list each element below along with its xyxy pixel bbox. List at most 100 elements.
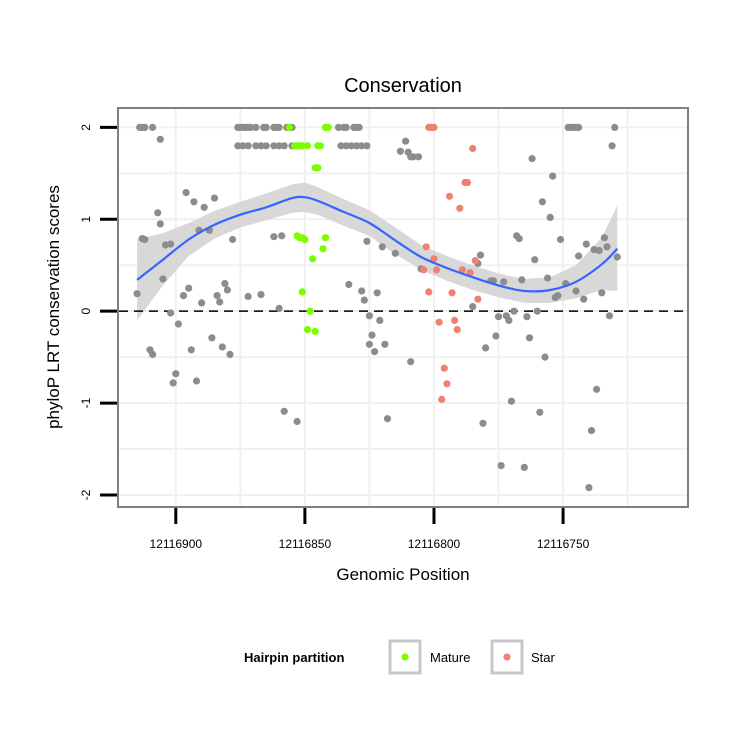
point-star [440,364,448,372]
point-other [381,340,389,348]
legend-dot-star [503,653,511,661]
point-other [544,274,552,282]
point-other [595,246,603,255]
smooth-line-layer [136,195,619,293]
point-other [208,334,216,342]
point-other [518,276,526,284]
point-star [445,192,454,200]
point-other [587,427,596,435]
point-other [337,142,345,150]
point-other [613,253,621,261]
point-other [363,237,371,245]
point-other [546,213,554,221]
point-star [425,288,433,296]
point-star [430,123,438,131]
point-other [523,313,531,321]
point-star [420,266,428,274]
point-other [531,256,539,264]
x-tick-label: 12116750 [537,537,590,551]
point-other [575,252,583,260]
point-other [280,142,288,150]
point-star [422,243,430,251]
point-other [358,287,366,295]
point-other [600,234,609,242]
point-other [549,172,557,180]
point-mature [298,142,306,150]
legend-title: Hairpin partition [244,650,344,665]
point-other [355,123,363,131]
point-other [347,142,355,150]
point-other [580,295,588,303]
point-other [167,309,175,317]
point-other [494,313,503,321]
point-mature [303,326,312,334]
point-mature [319,245,327,253]
point-other [593,385,601,393]
point-other [174,320,182,328]
legend-item-star: Star [490,639,556,675]
point-other [492,332,500,340]
point-other [611,123,619,131]
point-star [435,318,443,326]
point-other [141,235,149,244]
point-other [149,350,157,358]
chart-title: Conservation [344,75,462,97]
point-other [345,280,353,289]
point-other [244,142,252,150]
point-other [252,123,260,131]
point-other [334,123,343,131]
point-other [608,142,616,150]
point-star [443,380,451,388]
point-other [368,331,376,339]
point-other [605,312,614,320]
point-star [466,269,474,277]
point-other [167,240,175,248]
legend-label-mature: Mature [430,650,470,665]
point-other [391,249,399,257]
point-other [185,284,193,292]
point-other [402,137,410,145]
point-other [507,397,515,405]
point-other [533,307,541,315]
point-other [216,298,224,306]
point-other [234,142,242,150]
point-other [247,123,255,131]
y-axis: 2 1 0 -1 -2 [79,124,117,500]
point-star [430,255,438,263]
point-other [141,123,149,131]
point-other [275,123,283,131]
point-other [520,463,528,471]
point-other [500,278,508,286]
point-other [598,289,606,297]
point-star [469,144,477,153]
point-other [497,462,505,470]
y-tick-label: 2 [79,124,93,131]
point-other [179,292,188,300]
point-other [270,142,278,150]
x-tick-label: 12116900 [150,537,203,551]
point-star [451,316,459,324]
point-other [378,243,386,251]
data-points [133,123,621,492]
point-other [218,343,226,351]
point-other [239,142,247,150]
point-other [200,203,208,211]
point-other [515,235,523,243]
point-star [433,266,441,274]
point-other [223,286,231,294]
point-other [270,233,278,241]
point-mature [309,255,317,263]
point-other [510,307,518,315]
x-tick-label: 12116800 [408,537,461,551]
point-other [226,350,234,358]
point-other [572,287,580,295]
point-other [479,419,487,427]
y-tick-label: 0 [79,308,93,315]
point-mature [301,235,309,244]
point-other [210,194,219,202]
point-other [262,123,270,131]
point-mature [285,123,293,131]
point-other [257,142,265,150]
point-mature [311,327,319,335]
point-star [474,295,482,303]
